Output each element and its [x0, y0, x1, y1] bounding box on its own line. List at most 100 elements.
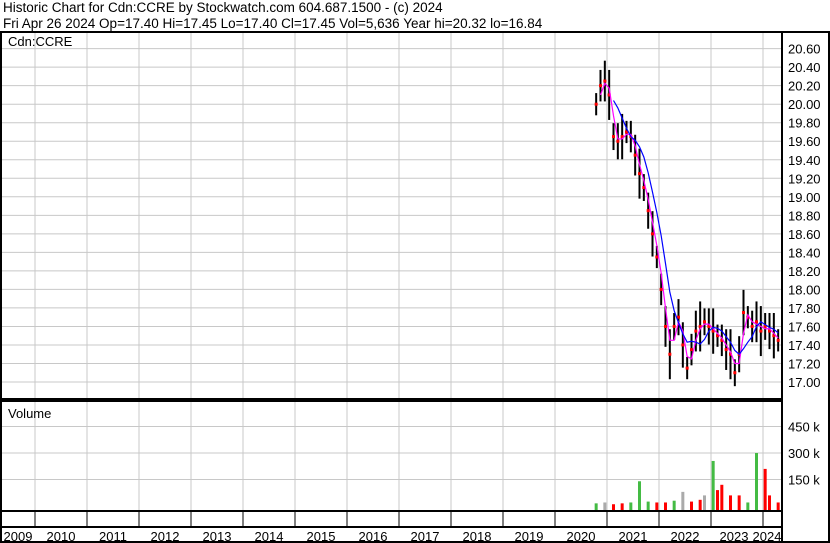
y-tick-label: 18.60	[788, 227, 821, 242]
y-tick-label: 17.60	[788, 319, 821, 334]
y-tick-label: 19.20	[788, 171, 821, 186]
x-tick-label: 2014	[255, 529, 284, 543]
volume-bar	[655, 502, 659, 510]
volume-bar	[603, 502, 607, 510]
close-point	[677, 315, 680, 319]
volume-tick-label: 300 k	[788, 446, 820, 461]
volume-bar	[711, 460, 715, 510]
y-tick-label: 20.60	[788, 42, 821, 57]
volume-bar	[646, 501, 650, 510]
close-point	[620, 135, 624, 139]
close-point	[633, 153, 637, 157]
volume-bar	[672, 500, 676, 510]
close-point	[729, 352, 732, 356]
x-tick-label: 2022	[671, 529, 700, 543]
volume-tick-label: 150 k	[788, 473, 820, 488]
volume-bar	[763, 468, 767, 510]
close-point	[772, 334, 776, 338]
volume-bar	[664, 502, 667, 510]
y-tick-label: 18.80	[788, 208, 821, 223]
close-point	[694, 329, 698, 333]
volume-bar	[698, 499, 702, 510]
close-point	[607, 93, 611, 97]
close-point	[703, 320, 706, 324]
close-point	[733, 371, 737, 375]
x-tick-label: 2019	[515, 529, 544, 543]
x-tick-label: 2015	[307, 529, 336, 543]
close-point	[690, 348, 693, 352]
x-tick-label: 2018	[463, 529, 492, 543]
y-tick-label: 18.40	[788, 245, 821, 260]
y-tick-label: 17.40	[788, 338, 821, 353]
close-point	[616, 139, 620, 143]
close-point	[716, 334, 719, 338]
y-tick-label: 17.00	[788, 375, 821, 390]
y-tick-label: 17.80	[788, 301, 821, 316]
x-tick-label: 2017	[411, 529, 440, 543]
x-tick-label: 2010	[47, 529, 76, 543]
x-tick-label: 2012	[151, 529, 180, 543]
y-tick-label: 20.20	[788, 79, 821, 94]
y-tick-label: 17.20	[788, 356, 821, 371]
long-moving-average	[612, 100, 779, 356]
close-point	[711, 329, 715, 333]
close-point	[594, 102, 598, 106]
close-point	[599, 84, 602, 88]
header-quote: Fri Apr 26 2024 Op=17.40 Hi=17.45 Lo=17.…	[3, 16, 543, 31]
close-point	[742, 311, 745, 315]
y-tick-label: 18.00	[788, 282, 821, 297]
close-point	[642, 186, 646, 190]
close-point	[659, 287, 663, 291]
volume-tick-label: 450 k	[788, 420, 820, 435]
x-tick-label: 2009	[4, 529, 33, 543]
chart-header: Historic Chart for Cdn:CCRE by Stockwatc…	[3, 0, 542, 32]
volume-bar	[729, 495, 732, 510]
close-point	[763, 324, 767, 328]
volume-panel-title: Volume	[8, 406, 51, 421]
header-title: Historic Chart for Cdn:CCRE by Stockwatc…	[3, 0, 443, 15]
close-point	[685, 366, 689, 370]
close-point	[698, 324, 702, 328]
close-point	[776, 338, 780, 342]
volume-bar	[737, 495, 741, 510]
x-tick-label: 2011	[99, 529, 127, 543]
volume-bar	[681, 491, 685, 510]
volume-bar	[768, 495, 771, 510]
x-tick-label: 2024	[753, 529, 782, 543]
close-point	[625, 130, 628, 134]
volume-bar	[716, 490, 719, 510]
volume-bar	[703, 495, 706, 510]
volume-bar	[638, 481, 641, 510]
close-point	[759, 329, 763, 333]
close-point	[707, 324, 711, 328]
volume-bar	[620, 503, 624, 510]
close-point	[755, 320, 758, 324]
close-point	[664, 324, 667, 328]
close-point	[768, 329, 771, 333]
close-point	[603, 79, 607, 83]
volume-bar	[612, 504, 615, 510]
x-tick-label: 2016	[359, 529, 388, 543]
close-point	[672, 324, 676, 328]
volume-bar	[690, 501, 693, 510]
x-tick-label: 2021	[619, 529, 648, 543]
y-tick-label: 20.40	[788, 60, 821, 75]
y-tick-label: 19.40	[788, 153, 821, 168]
close-point	[720, 338, 724, 342]
volume-bar	[629, 502, 633, 510]
close-point	[750, 324, 754, 328]
y-tick-label: 19.80	[788, 116, 821, 131]
close-point	[612, 135, 615, 139]
close-point	[681, 343, 685, 347]
y-tick-label: 20.00	[788, 97, 821, 112]
volume-bar	[776, 502, 780, 510]
x-tick-label: 2020	[567, 529, 596, 543]
close-point	[646, 209, 650, 213]
close-point	[638, 172, 641, 176]
volume-bar	[594, 503, 598, 510]
price-panel-title: Cdn:CCRE	[8, 34, 73, 49]
close-point	[668, 352, 672, 356]
volume-bar	[746, 502, 750, 510]
close-point	[651, 232, 654, 236]
